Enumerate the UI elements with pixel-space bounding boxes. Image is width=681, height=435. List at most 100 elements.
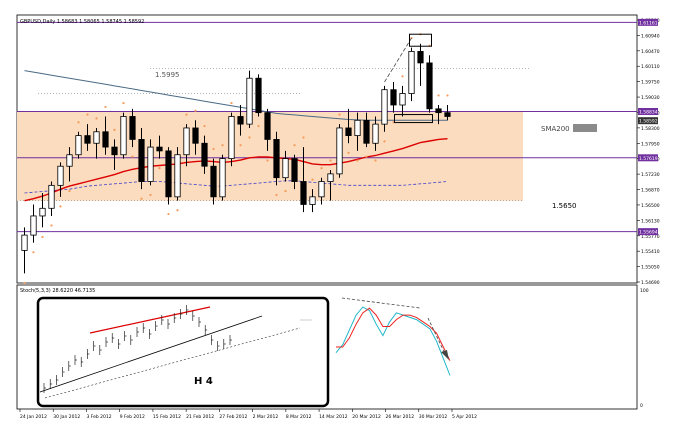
candle-body	[417, 51, 424, 64]
candle-body	[291, 158, 298, 182]
candle-body	[66, 154, 73, 167]
date-axis: 24 Jan 2012 30 Jan 2012 3 Feb 2012 9 Feb 20…	[19, 409, 477, 420]
date-tick-label: 21 Feb 2012	[186, 414, 214, 420]
price-tick-label: 1.60940	[641, 33, 660, 39]
candle-body	[138, 139, 145, 182]
candle-body	[147, 146, 154, 182]
sar-dot	[257, 124, 260, 128]
candle-body	[327, 173, 334, 182]
price-marker	[638, 117, 658, 125]
candle-body	[219, 158, 226, 198]
h4-inset	[36, 296, 330, 408]
sar-dot	[248, 136, 251, 139]
h4-channel-lower	[44, 327, 301, 399]
date-tick-label: 20 Mar 2012	[352, 414, 381, 420]
sma200-line	[24, 70, 448, 121]
price-marker	[638, 228, 658, 236]
highlight-box-top	[409, 33, 432, 47]
candle-body	[120, 116, 127, 156]
sar-dot	[293, 144, 296, 147]
sar-dot	[221, 144, 224, 147]
sar-dot	[185, 113, 188, 116]
blue-dashed-ma-line	[24, 180, 448, 194]
h4-red-trendline	[89, 306, 211, 334]
h4-inset-frame	[36, 296, 330, 408]
candle-body	[435, 108, 442, 114]
candle-body	[246, 77, 253, 125]
sar-dot	[284, 189, 287, 193]
sar-dot	[104, 105, 107, 109]
price-marker	[638, 18, 658, 26]
date-tick-label: 27 Feb 2012	[219, 414, 247, 420]
date-tick-label: 14 Mar 2012	[319, 414, 348, 420]
price-marker-label: 1.58592	[639, 119, 658, 125]
sar-dot	[239, 144, 242, 147]
price-tick-label: 1.54690	[641, 280, 660, 286]
candle-body	[408, 51, 415, 94]
parabolic-sar-layer	[23, 33, 449, 285]
symbol-header: GBPUSD,Daily 1.58683 1.58065 1.58745 1.5…	[20, 19, 144, 25]
candle-body	[282, 158, 289, 179]
date-tick-label: 26 Mar 2012	[386, 414, 415, 420]
candle-body	[93, 131, 100, 144]
sar-dot	[365, 155, 368, 158]
candle-body	[192, 127, 199, 144]
sar-dot	[158, 167, 161, 170]
candle-body	[201, 142, 208, 167]
candle-body	[111, 146, 118, 156]
dashed-trendline	[384, 37, 412, 83]
candle-body	[273, 139, 280, 179]
sar-dot	[59, 205, 62, 208]
candle-body	[210, 165, 217, 198]
candle-body	[372, 123, 379, 144]
price-tick-label: 1.60470	[641, 49, 660, 55]
sar-dot	[194, 109, 197, 112]
sar-dot	[230, 101, 233, 105]
candle-body	[228, 116, 235, 159]
sar-dot	[41, 235, 44, 239]
sar-dot	[122, 101, 125, 105]
sar-dot	[383, 140, 386, 143]
date-tick-label: 9 Feb 2012	[120, 414, 145, 420]
price-tick-label: 1.55770	[641, 234, 660, 240]
candle-body	[84, 135, 91, 144]
sar-dot	[32, 251, 35, 254]
price-tick-label: 1.55410	[641, 249, 660, 255]
red-ema-line	[24, 138, 448, 202]
stoch-dashed-trendline	[341, 297, 421, 309]
sma200-marker	[573, 124, 597, 132]
stochastic-layer	[335, 297, 451, 376]
stoch-title: Stoch(5,3,3) 28.6220 46.7135	[20, 288, 95, 294]
candle-body	[336, 127, 343, 175]
price-marker-label: 1.58834	[639, 110, 658, 116]
sar-dot	[275, 193, 278, 197]
candle-body	[363, 119, 370, 144]
sar-dot	[320, 167, 323, 170]
sar-dot	[95, 117, 98, 120]
price-tick-label: 1.59030	[641, 95, 660, 101]
price-tick-label: 1.56870	[641, 188, 660, 194]
sar-dot	[338, 113, 341, 116]
candle-body	[300, 181, 307, 205]
sar-dot	[23, 281, 26, 285]
stoch-main-line	[335, 306, 451, 376]
candle-body	[174, 154, 181, 198]
date-tick-label: 30 Jan 2012	[53, 414, 80, 420]
candle-body	[57, 165, 64, 186]
h4-channel-upper	[39, 315, 263, 393]
date-tick-label: 24 Jan 2012	[20, 414, 47, 420]
candle-body	[48, 184, 55, 209]
stoch-scale-top: 100	[640, 288, 649, 294]
sar-dot	[329, 159, 332, 162]
sar-dot	[50, 224, 53, 227]
price-marker-label: 1.61161	[639, 20, 658, 26]
candle-body	[390, 89, 397, 106]
candle-body	[39, 207, 46, 217]
sar-dot	[446, 94, 449, 97]
price-tick-label: 1.57230	[641, 172, 660, 178]
price-tick-label: 1.60110	[641, 64, 660, 70]
date-tick-label: 15 Feb 2012	[153, 414, 181, 420]
candle-body	[354, 119, 361, 137]
